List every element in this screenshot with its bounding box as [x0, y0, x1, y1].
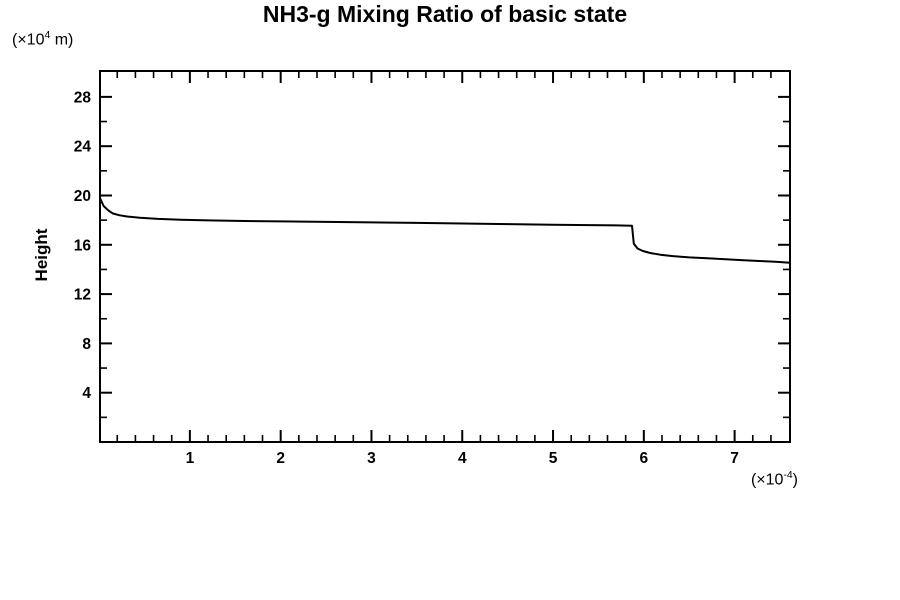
y-tick-label: 8 [82, 336, 91, 353]
y-tick-label: 28 [74, 89, 92, 106]
chart-title: NH3-g Mixing Ratio of basic state [262, 1, 628, 27]
x-tick-label: 4 [458, 450, 467, 467]
x-unit-prefix: (×10 [750, 471, 784, 489]
x-unit-exponent: -4 [783, 470, 793, 481]
y-tick-label: 4 [82, 385, 91, 402]
x-unit-suffix: ) [792, 471, 798, 489]
y-axis-unit-label: (×104 m) [12, 30, 73, 49]
x-tick-label: 1 [186, 450, 195, 467]
y-unit-prefix: (×10 [12, 31, 45, 49]
data-series-line [99, 197, 791, 264]
x-tick-label: 5 [549, 450, 558, 467]
x-tick-label: 3 [367, 450, 376, 467]
y-tick-label: 20 [74, 188, 91, 205]
y-tick-label: 16 [74, 237, 92, 254]
y-unit-suffix: m) [50, 31, 74, 49]
x-axis-unit-label: (×10-4) [751, 470, 798, 489]
y-tick-label: 12 [74, 287, 91, 304]
x-tick-label: 7 [730, 450, 739, 467]
x-tick-label: 6 [640, 450, 649, 467]
x-tick-label: 2 [276, 450, 285, 467]
y-unit-exponent: 4 [44, 30, 51, 41]
y-tick-label: 24 [74, 139, 92, 156]
